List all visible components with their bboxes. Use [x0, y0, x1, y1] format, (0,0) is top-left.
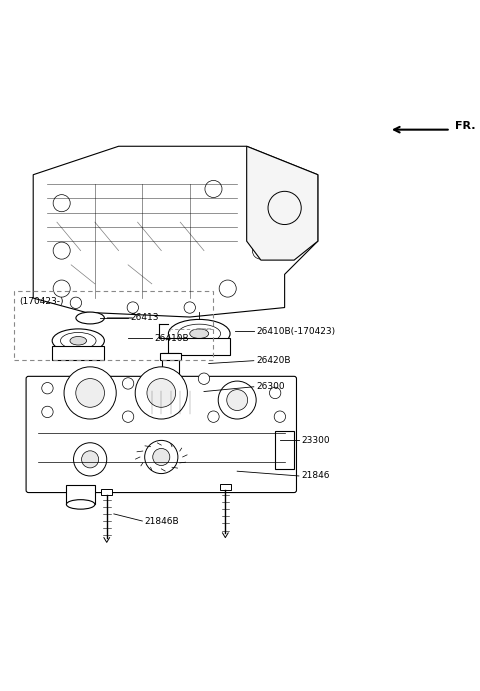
Text: 26420B: 26420B	[256, 356, 291, 365]
Bar	[168, 339, 230, 355]
Circle shape	[218, 381, 256, 419]
Ellipse shape	[60, 332, 96, 349]
Text: 26413: 26413	[131, 314, 159, 323]
Text: FR.: FR.	[456, 122, 476, 131]
Bar	[275, 431, 294, 468]
FancyBboxPatch shape	[26, 377, 297, 493]
Ellipse shape	[144, 408, 197, 420]
Ellipse shape	[52, 329, 104, 352]
Bar	[144, 390, 197, 415]
Circle shape	[274, 411, 286, 422]
Ellipse shape	[70, 337, 86, 345]
Bar	[14, 291, 214, 360]
Text: (170423-): (170423-)	[19, 296, 63, 305]
PathPatch shape	[33, 146, 318, 317]
Circle shape	[122, 378, 134, 389]
Text: 26300: 26300	[256, 382, 285, 391]
Circle shape	[162, 382, 180, 399]
Text: 26410B(-170423): 26410B(-170423)	[256, 327, 336, 336]
Bar	[162, 352, 180, 379]
Ellipse shape	[190, 329, 209, 339]
PathPatch shape	[247, 146, 318, 260]
Circle shape	[42, 383, 53, 394]
Circle shape	[147, 379, 176, 407]
Ellipse shape	[76, 312, 104, 324]
Circle shape	[269, 387, 281, 399]
Text: 23300: 23300	[301, 436, 330, 445]
Ellipse shape	[66, 500, 95, 509]
Bar	[52, 346, 104, 360]
Circle shape	[144, 440, 178, 473]
Ellipse shape	[144, 385, 197, 397]
Circle shape	[64, 367, 116, 419]
Bar	[160, 352, 181, 360]
Circle shape	[82, 451, 99, 468]
Text: 21846B: 21846B	[144, 516, 180, 526]
Circle shape	[227, 390, 248, 410]
Text: 21846: 21846	[301, 471, 330, 480]
Bar	[66, 486, 95, 504]
Ellipse shape	[168, 319, 230, 348]
Circle shape	[198, 373, 210, 384]
Circle shape	[208, 411, 219, 422]
Circle shape	[135, 367, 187, 419]
Circle shape	[153, 448, 170, 466]
Circle shape	[73, 443, 107, 476]
Circle shape	[122, 411, 134, 422]
Circle shape	[42, 406, 53, 417]
Circle shape	[76, 379, 105, 407]
Bar	[101, 489, 112, 495]
Bar	[220, 484, 231, 490]
Text: 26410B: 26410B	[154, 334, 189, 343]
Ellipse shape	[178, 324, 221, 343]
